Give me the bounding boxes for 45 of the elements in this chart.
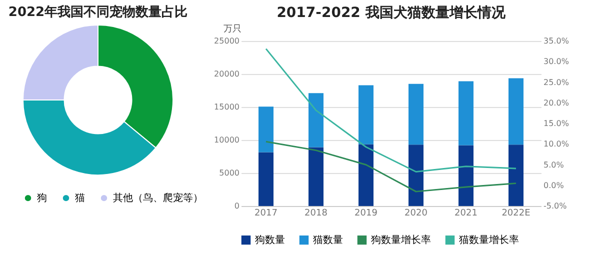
- x-tick-label: 2020: [404, 208, 428, 218]
- chart-title: 2022年我国不同宠物数量占比: [8, 4, 188, 20]
- bar: [408, 144, 424, 206]
- y-tick-label: 10000: [214, 136, 240, 144]
- bar: [308, 147, 324, 206]
- y2-tick-label: 30.0%: [544, 57, 570, 66]
- bar: [408, 84, 424, 145]
- legend-label: 狗: [37, 192, 47, 204]
- legend-label: 猫数量增长率: [459, 234, 519, 246]
- y2-tick-label: -5.0%: [544, 202, 568, 210]
- x-tick-label: 2022E: [502, 208, 531, 218]
- x-tick-label: 2019: [354, 208, 378, 218]
- y-tick-label: 5000: [219, 168, 240, 178]
- bar: [358, 144, 374, 206]
- y2-tick-label: 25.0%: [544, 78, 570, 87]
- y2-tick-label: 15.0%: [544, 119, 570, 128]
- y-axis-title: 万只: [224, 24, 242, 34]
- bar: [508, 144, 524, 206]
- legend-label: 狗数量: [255, 234, 285, 246]
- y2-tick-label: 20.0%: [544, 98, 570, 108]
- y-tick-label: 25000: [214, 36, 240, 46]
- legend-label: 猫数量: [313, 235, 343, 246]
- bar: [458, 145, 474, 206]
- legend-label: 猫: [75, 193, 85, 204]
- x-tick-label: 2021: [454, 208, 478, 218]
- bar: [508, 78, 524, 145]
- line-series: [265, 140, 517, 192]
- y2-tick-label: 5.0%: [544, 160, 564, 170]
- y2-tick-label: 0.0%: [544, 180, 564, 190]
- bar: [258, 106, 274, 152]
- bar: [458, 81, 474, 146]
- x-tick-label: 2017: [254, 208, 278, 218]
- y-tick-label: 20000: [214, 70, 240, 78]
- bar: [358, 85, 374, 144]
- legend-label: 其他（鸟、爬宠等）: [113, 192, 203, 204]
- legend-label: 狗数量增长率: [371, 234, 431, 246]
- y-tick-label: 0: [234, 202, 240, 210]
- line-series: [265, 48, 517, 173]
- chart-title: 2017-2022 我国犬猫数量增长情况: [276, 5, 506, 21]
- y-tick-label: 15000: [214, 102, 240, 112]
- bar: [308, 93, 324, 148]
- x-tick-label: 2018: [304, 208, 328, 218]
- y2-tick-label: 35.0%: [544, 36, 570, 46]
- y2-tick-label: 10.0%: [544, 140, 570, 149]
- bar: [258, 152, 274, 206]
